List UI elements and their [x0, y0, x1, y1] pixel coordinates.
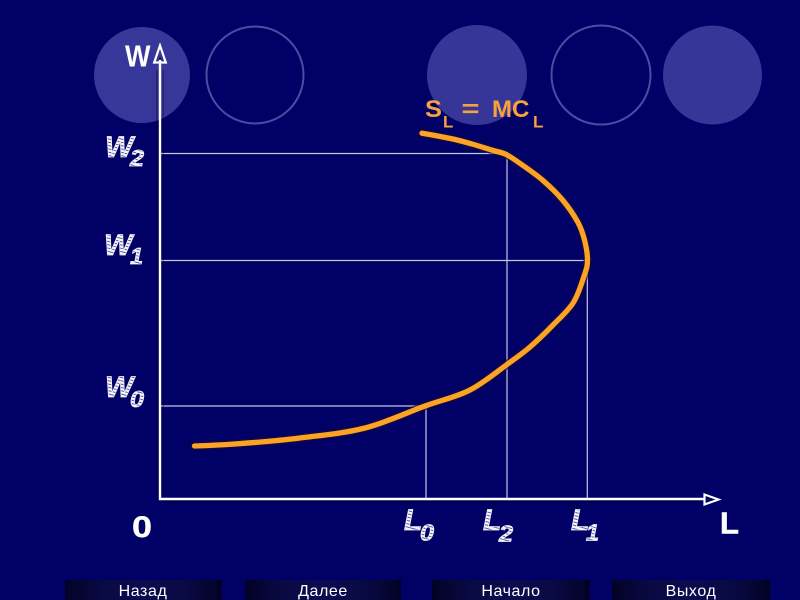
svg-text:L: L	[443, 113, 453, 132]
svg-text:L: L	[404, 504, 422, 537]
svg-text:S: S	[425, 96, 442, 123]
svg-text:0: 0	[420, 520, 434, 546]
svg-text:W: W	[125, 39, 151, 74]
svg-text:L: L	[720, 506, 739, 541]
svg-text:W: W	[105, 371, 136, 404]
svg-text:W: W	[104, 229, 135, 262]
svg-text:W: W	[105, 131, 136, 164]
svg-text:0: 0	[132, 511, 152, 544]
svg-text:L: L	[533, 113, 543, 132]
svg-text:=: =	[462, 96, 480, 123]
svg-text:Начало: Начало	[481, 583, 540, 600]
svg-text:2: 2	[498, 521, 513, 547]
svg-text:MC: MC	[492, 96, 529, 123]
svg-text:2: 2	[129, 145, 144, 171]
svg-text:1: 1	[586, 520, 599, 546]
svg-text:L: L	[571, 504, 589, 537]
svg-text:0: 0	[130, 386, 144, 412]
svg-text:Выход: Выход	[666, 583, 717, 600]
svg-text:1: 1	[130, 243, 143, 269]
svg-text:Далее: Далее	[298, 583, 348, 600]
svg-text:L: L	[483, 504, 501, 537]
svg-text:Назад: Назад	[119, 583, 168, 600]
